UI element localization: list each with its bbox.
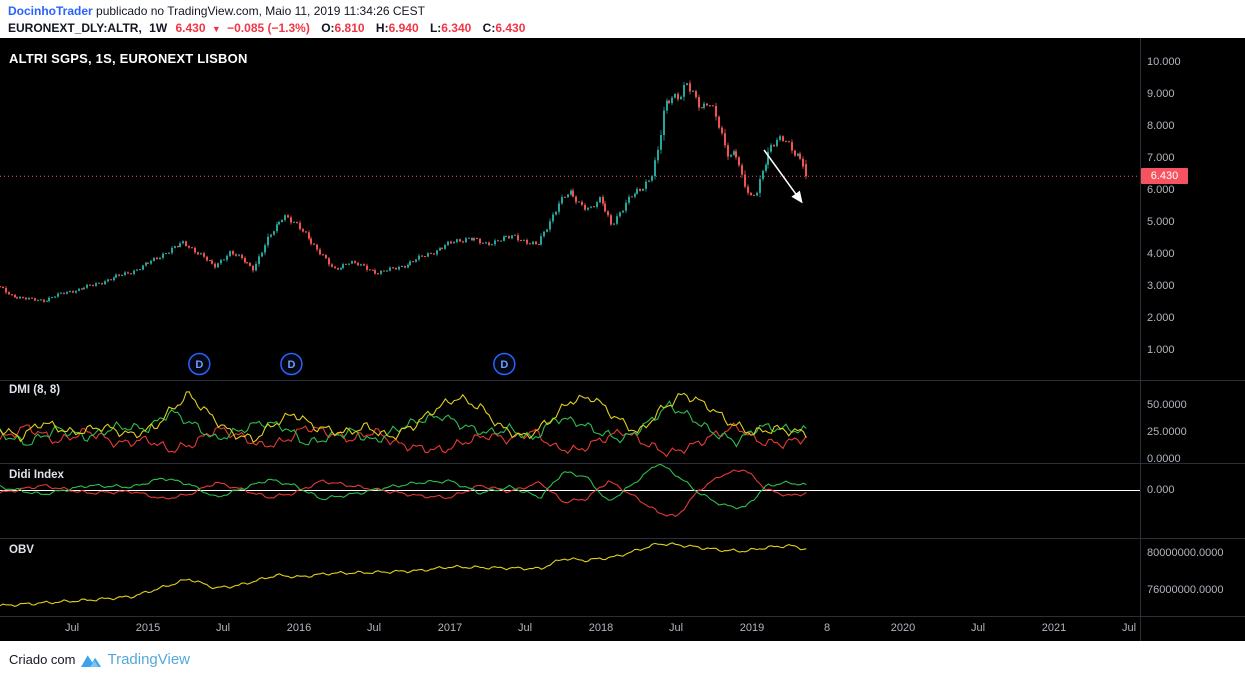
high-label: H:: [375, 21, 389, 35]
svg-text:D: D: [287, 359, 295, 371]
publish-info-text: publicado no TradingView.com, Maio 11, 2…: [92, 4, 425, 18]
open-value: 6.810: [334, 21, 365, 35]
time-tick-label: Jul: [366, 622, 382, 634]
time-tick-label: Jul: [970, 622, 986, 634]
time-tick-label: 2018: [588, 622, 614, 634]
axis-tick-label: 0.000: [1147, 484, 1175, 496]
low-label: L:: [429, 21, 442, 35]
symbol-title[interactable]: EURONEXT_DLY:ALTR,: [8, 21, 142, 35]
time-scale[interactable]: Jul 2015 Jul 2016 Jul 2017 Jul 2018 Jul 2019 8 2020…: [0, 616, 1140, 641]
didi-indicator-legend[interactable]: Didi Index: [9, 469, 64, 481]
price-change: −0.085 (−1.3%): [227, 21, 310, 35]
svg-text:D: D: [195, 359, 203, 371]
indicator-line--DI[interactable]: [0, 421, 807, 458]
attribution-footer: Criado com TradingView: [0, 641, 1245, 677]
symbol-legend[interactable]: ALTRI SGPS, 1S, EURONEXT LISBON: [9, 51, 248, 66]
indicator-line-longa[interactable]: [0, 469, 807, 518]
dmi-indicator-legend[interactable]: DMI (8, 8): [9, 384, 61, 396]
axis-tick-label: 2.000: [1147, 312, 1175, 324]
axis-tick-label: 8.000: [1147, 120, 1175, 132]
axis-tick-label: 6.000: [1147, 184, 1175, 196]
close-label: C:: [482, 21, 496, 35]
low-value: 6.340: [441, 21, 472, 35]
last-price-tag: 6.430: [1141, 168, 1188, 184]
axis-tick-label: 1.000: [1147, 344, 1175, 356]
indicator-line-curta[interactable]: [0, 463, 807, 510]
axis-tick-label: 0.0000: [1147, 453, 1181, 465]
time-tick-label: 2020: [890, 622, 916, 634]
candlestick-series[interactable]: [0, 80, 807, 303]
axis-tick-label: 76000000.0000: [1147, 584, 1224, 596]
obv-indicator-legend[interactable]: OBV: [9, 544, 34, 556]
time-tick-label: 8: [823, 622, 831, 634]
tradingview-logo-icon[interactable]: [81, 652, 102, 667]
time-tick-label: Jul: [64, 622, 80, 634]
time-tick-label: 2016: [286, 622, 312, 634]
publish-header: DocinhoTrader publicado no TradingView.c…: [0, 0, 1245, 38]
time-tick-label: Jul: [215, 622, 231, 634]
axis-tick-label: 9.000: [1147, 88, 1175, 100]
indicator-line-ADX[interactable]: [0, 391, 807, 444]
price-scale[interactable]: 10.000 9.000 8.000 7.000 6.000 5.000 4.000 3.00…: [1140, 38, 1245, 641]
indicator-line-OBV[interactable]: [0, 542, 807, 607]
axis-tick-label: 4.000: [1147, 248, 1175, 260]
trend-arrow[interactable]: [763, 149, 803, 204]
time-tick-label: 2015: [135, 622, 161, 634]
time-tick-label: 2021: [1041, 622, 1067, 634]
axis-tick-label: 80000000.0000: [1147, 547, 1224, 559]
indicator-line-+DI[interactable]: [0, 400, 807, 448]
time-tick-label: Jul: [517, 622, 533, 634]
axis-tick-label: 25.0000: [1147, 426, 1187, 438]
down-triangle-icon: ▼: [211, 24, 221, 34]
svg-text:D: D: [500, 359, 508, 371]
axis-tick-label: 3.000: [1147, 280, 1175, 292]
divergence-marker[interactable]: D: [188, 352, 211, 376]
time-tick-label: 2019: [739, 622, 765, 634]
axis-tick-label: 7.000: [1147, 152, 1175, 164]
high-value: 6.940: [388, 21, 419, 35]
created-with-text: Criado com: [9, 652, 76, 667]
axis-tick-label: 10.000: [1147, 56, 1181, 68]
last-price-value: 6.430: [175, 21, 206, 35]
time-tick-label: Jul: [668, 622, 684, 634]
close-value: 6.430: [495, 21, 526, 35]
divergence-marker[interactable]: D: [280, 352, 303, 376]
time-tick-label: Jul: [1121, 622, 1137, 634]
chart-area[interactable]: D D D ALTRI SGPS, 1S, EURONEXT LISBON DMI …: [0, 38, 1245, 641]
tradingview-wordmark[interactable]: TradingView: [107, 651, 191, 668]
axis-tick-label: 50.0000: [1147, 399, 1187, 411]
time-tick-label: 2017: [437, 622, 463, 634]
open-label: O:: [321, 21, 335, 35]
symbol-info-bar: EURONEXT_DLY:ALTR, 1W 6.430 ▼ −0.085 (−1…: [8, 21, 525, 35]
divergence-marker[interactable]: D: [493, 352, 516, 376]
interval-label[interactable]: 1W: [149, 21, 168, 35]
author-link[interactable]: DocinhoTrader: [8, 4, 93, 18]
axis-tick-label: 5.000: [1147, 216, 1175, 228]
publish-info-line: DocinhoTrader publicado no TradingView.c…: [8, 4, 425, 18]
